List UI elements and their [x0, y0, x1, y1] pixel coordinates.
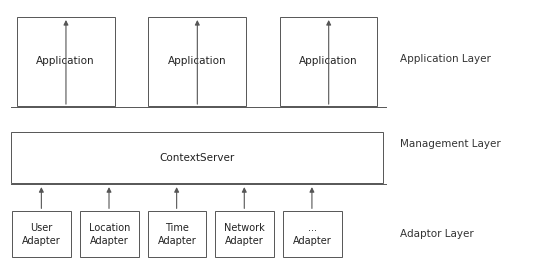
Bar: [280, 17, 377, 106]
Text: Time
Adapter: Time Adapter: [158, 223, 196, 246]
Text: Application Layer: Application Layer: [400, 54, 491, 64]
Text: Network
Adapter: Network Adapter: [224, 223, 265, 246]
Bar: [17, 17, 115, 106]
Text: ContextServer: ContextServer: [159, 153, 235, 163]
Bar: [283, 211, 342, 257]
Bar: [11, 132, 383, 183]
Text: ...
Adapter: ... Adapter: [293, 223, 331, 246]
Text: Application: Application: [36, 56, 95, 66]
Text: Application: Application: [168, 56, 226, 66]
Text: Adaptor Layer: Adaptor Layer: [400, 229, 473, 239]
Bar: [80, 211, 139, 257]
Text: User
Adapter: User Adapter: [22, 223, 61, 246]
Bar: [148, 211, 206, 257]
Bar: [215, 211, 274, 257]
Text: Application: Application: [299, 56, 358, 66]
Text: Management Layer: Management Layer: [400, 139, 500, 149]
Bar: [148, 17, 246, 106]
Text: Location
Adapter: Location Adapter: [88, 223, 130, 246]
Bar: [12, 211, 71, 257]
